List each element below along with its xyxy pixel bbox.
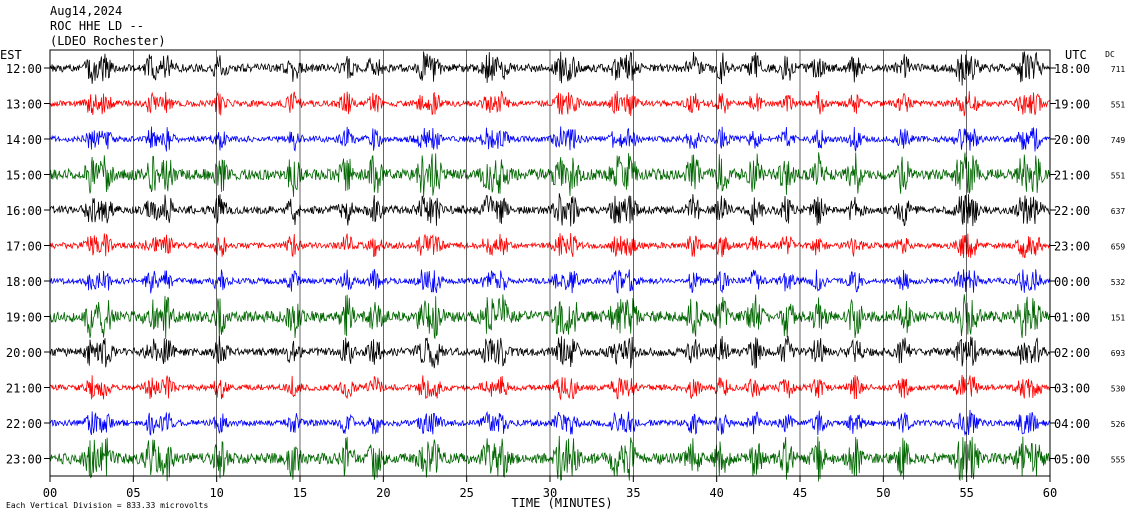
dc-offset-label: 551 (1111, 172, 1126, 181)
network-label: (LDEO Rochester) (50, 34, 166, 48)
utc-hour-label: 03:00 (1054, 382, 1090, 396)
est-hour-label: 15:00 (6, 169, 42, 183)
dc-offset-label: 693 (1111, 349, 1126, 358)
x-tick-label: 55 (959, 486, 973, 500)
x-tick-label: 05 (126, 486, 140, 500)
utc-hour-label: 01:00 (1054, 311, 1090, 325)
dc-offset-label: 551 (1111, 101, 1126, 110)
utc-hour-label: 02:00 (1054, 346, 1090, 360)
x-tick-label: 40 (709, 486, 723, 500)
est-hour-label: 12:00 (6, 62, 42, 76)
utc-axis-label: UTC (1065, 48, 1087, 62)
est-hour-label: 21:00 (6, 382, 42, 396)
dc-offset-label: 532 (1111, 278, 1126, 287)
date-label: Aug14,2024 (50, 4, 123, 18)
utc-hour-label: 18:00 (1054, 62, 1090, 76)
x-tick-label: 60 (1043, 486, 1057, 500)
utc-hour-label: 23:00 (1054, 240, 1090, 254)
dc-offset-label: 151 (1111, 314, 1126, 323)
x-tick-label: 50 (876, 486, 890, 500)
x-axis-label: TIME (MINUTES) (511, 496, 612, 510)
dc-offset-label: 637 (1111, 207, 1126, 216)
x-tick-label: 30 (543, 486, 557, 500)
dc-offset-label: 711 (1111, 65, 1126, 74)
utc-hour-label: 22:00 (1054, 204, 1090, 218)
x-tick-label: 35 (626, 486, 640, 500)
dc-offset-label: 555 (1111, 456, 1126, 465)
est-hour-label: 20:00 (6, 346, 42, 360)
x-tick-label: 25 (459, 486, 473, 500)
dc-offset-label: 659 (1111, 243, 1126, 252)
utc-hour-label: 05:00 (1054, 453, 1090, 467)
x-tick-label: 45 (793, 486, 807, 500)
est-axis-label: EST (0, 48, 22, 62)
est-hour-label: 14:00 (6, 133, 42, 147)
utc-hour-label: 19:00 (1054, 98, 1090, 112)
utc-hour-label: 21:00 (1054, 169, 1090, 183)
dc-offset-label: 526 (1111, 420, 1126, 429)
x-tick-label: 10 (209, 486, 223, 500)
utc-hour-label: 00:00 (1054, 275, 1090, 289)
dc-offset-label: 530 (1111, 385, 1126, 394)
x-tick-label: 00 (43, 486, 57, 500)
est-hour-label: 18:00 (6, 275, 42, 289)
station-label: ROC HHE LD -- (50, 19, 144, 33)
x-tick-label: 20 (376, 486, 390, 500)
est-hour-label: 17:00 (6, 240, 42, 254)
est-hour-label: 13:00 (6, 98, 42, 112)
est-hour-label: 19:00 (6, 311, 42, 325)
dc-offset-label: 749 (1111, 136, 1126, 145)
dc-axis-label: DC (1105, 50, 1115, 59)
est-hour-label: 16:00 (6, 204, 42, 218)
utc-hour-label: 04:00 (1054, 417, 1090, 431)
est-hour-label: 22:00 (6, 417, 42, 431)
scale-note: Each Vertical Division = 833.33 microvol… (6, 501, 208, 510)
est-hour-label: 23:00 (6, 453, 42, 467)
utc-hour-label: 20:00 (1054, 133, 1090, 147)
x-tick-label: 15 (293, 486, 307, 500)
